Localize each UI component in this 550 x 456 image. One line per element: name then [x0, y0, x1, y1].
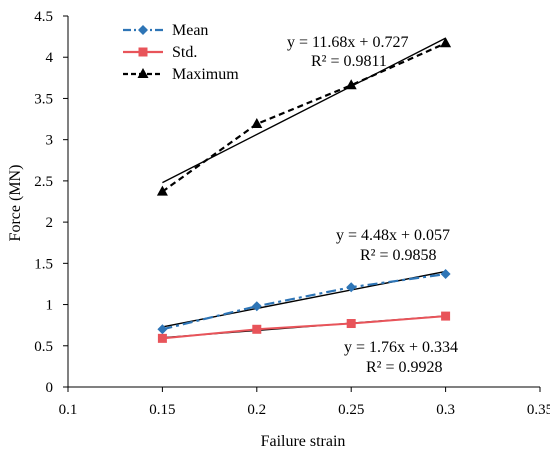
data-point-maximum — [345, 79, 357, 90]
y-tick-label: 1 — [46, 298, 54, 314]
x-tick-label: 0.35 — [527, 402, 550, 418]
series-line-std — [162, 315, 446, 340]
legend-label-std: Std. — [172, 44, 197, 61]
legend-marker-std — [138, 47, 148, 57]
data-point-mean — [251, 301, 262, 312]
y-tick-label: 3 — [46, 133, 54, 149]
trendline-maximum — [162, 37, 446, 184]
y-axis-label: Force (MN) — [7, 165, 24, 242]
data-point-mean — [157, 324, 168, 335]
data-point-std — [157, 333, 167, 343]
legend: Mean Std. Maximum — [123, 22, 239, 83]
x-tick-label: 0.3 — [436, 402, 455, 418]
legend-label-maximum: Maximum — [172, 66, 239, 83]
series-line-mean — [162, 272, 446, 331]
trendline-equation-mean: y = 4.48x + 0.057 — [336, 227, 450, 244]
annotations: y = 11.68x + 0.727 R² = 0.9811 y = 4.48x… — [287, 34, 458, 376]
trendline-r2-mean: R² = 0.9858 — [360, 247, 437, 264]
y-tick-label: 4 — [46, 50, 54, 66]
data-point-mean — [346, 282, 357, 293]
trendline-equation-std: y = 1.76x + 0.334 — [344, 339, 458, 356]
y-tick-label: 0 — [46, 380, 54, 396]
trendline-equation-maximum: y = 11.68x + 0.727 — [287, 34, 408, 51]
data-point-std — [346, 319, 356, 329]
data-point-maximum — [251, 118, 263, 129]
data-point-mean — [440, 269, 451, 280]
x-tick-label: 0.2 — [247, 402, 266, 418]
trendline-r2-maximum: R² = 0.9811 — [311, 53, 387, 70]
data-point-std — [252, 324, 262, 334]
y-tick-label: 2.5 — [34, 174, 53, 190]
trendlines — [162, 37, 446, 339]
data-point-maximum — [156, 185, 168, 196]
x-tick-label: 0.1 — [59, 402, 78, 418]
axes: 0.1 0.15 0.2 0.25 0.3 0.35 0 0.5 1 1.5 2 2.5 3 3.5 4 4.… — [34, 9, 550, 418]
data-point-maximum — [440, 37, 452, 48]
legend-marker-maximum — [137, 68, 149, 78]
y-tick-label: 2 — [46, 215, 54, 231]
legend-label-mean: Mean — [172, 22, 208, 39]
y-tick-label: 0.5 — [34, 339, 53, 355]
x-tick-label: 0.25 — [338, 402, 364, 418]
trendline-r2-std: R² = 0.9928 — [366, 359, 443, 376]
y-tick-label: 3.5 — [34, 91, 53, 107]
series-layer — [156, 37, 452, 343]
y-tick-label: 4.5 — [34, 9, 53, 25]
legend-marker-mean — [138, 25, 148, 35]
data-point-std — [441, 311, 451, 321]
x-axis-label: Failure strain — [261, 433, 346, 450]
x-tick-label: 0.15 — [149, 402, 175, 418]
y-tick-label: 1.5 — [34, 256, 53, 272]
